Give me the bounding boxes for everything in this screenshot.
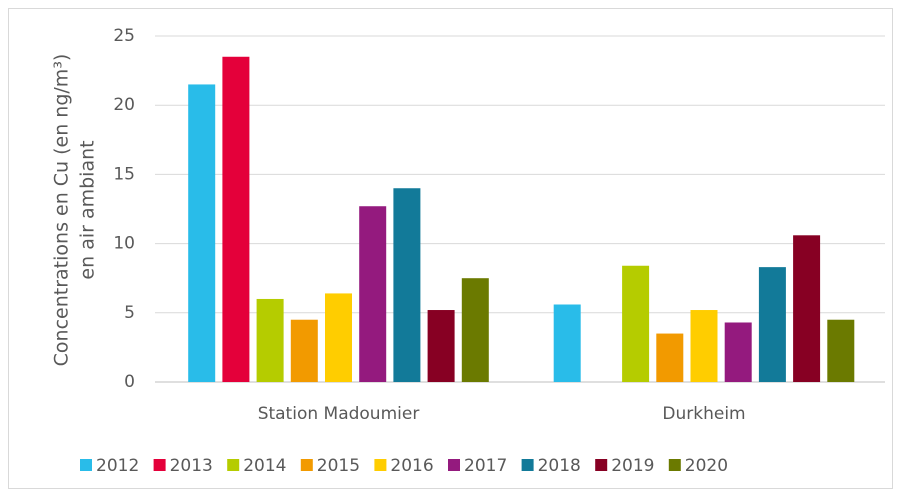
y-tick-label: 0 [124, 372, 135, 392]
legend-swatch [80, 459, 92, 471]
bar [427, 310, 455, 382]
legend-label: 2017 [464, 456, 507, 476]
bar [461, 278, 489, 382]
y-tick-label: 10 [113, 234, 135, 254]
y-tick-label: 25 [113, 26, 135, 46]
legend-swatch [448, 459, 460, 471]
legend-label: 2015 [317, 456, 360, 476]
legend-swatch [227, 459, 240, 471]
x-tick-label: Durkheim [662, 404, 745, 424]
bar [793, 235, 821, 382]
bar [393, 188, 421, 382]
bar [690, 310, 718, 382]
x-tick-label: Station Madoumier [258, 404, 420, 424]
legend-swatch [153, 459, 166, 471]
legend-label: 2013 [170, 456, 213, 476]
legend-swatch [595, 459, 608, 471]
bar [290, 319, 318, 382]
bar [656, 333, 684, 382]
y-axis-label: Concentrations en Cu (en ng/m³) [51, 54, 73, 367]
legend-label: 2019 [611, 456, 654, 476]
bar [553, 304, 581, 382]
chart-frame [8, 8, 893, 489]
legend-label: 2018 [538, 456, 581, 476]
bar [222, 56, 250, 382]
bar [724, 322, 752, 382]
bar [325, 293, 352, 382]
y-tick-label: 15 [113, 164, 135, 184]
legend-label: 2016 [390, 456, 433, 476]
legend-swatch [374, 459, 387, 471]
y-tick-label: 5 [124, 303, 135, 323]
legend-swatch [521, 459, 534, 471]
y-tick-label: 20 [113, 95, 135, 115]
bar [359, 206, 387, 382]
bar [827, 319, 855, 382]
bar [256, 298, 284, 382]
bar [758, 267, 786, 382]
legend-label: 2012 [96, 456, 139, 476]
legend-label: 2014 [243, 456, 286, 476]
legend-swatch [300, 459, 313, 471]
y-axis-label: en air ambiant [77, 140, 99, 279]
legend-swatch [668, 459, 681, 471]
bar [622, 265, 650, 382]
bar [188, 84, 216, 382]
legend-label: 2020 [685, 456, 728, 476]
